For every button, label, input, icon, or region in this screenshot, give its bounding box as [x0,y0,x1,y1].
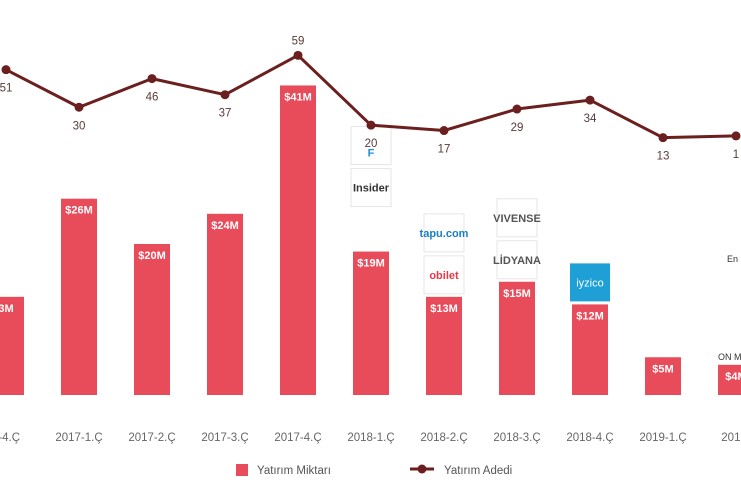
bar-value-label: $12M [576,310,604,322]
line-point-label: 20 [365,138,378,150]
legend-swatch-bar [236,464,248,476]
logo-text: VIVENSE [493,213,541,225]
x-tick-label: 2018-1.Ç [347,432,394,444]
line-point-label: 59 [292,35,305,47]
line-point-label: 13 [657,151,670,163]
logo-card [350,168,392,208]
line-point [731,131,741,141]
x-tick-label: 2017-1.Ç [55,432,102,444]
logo-text: LİDYANA [493,254,541,267]
logo-card [350,126,392,166]
bar-value-label: $20M [138,250,166,262]
lidyana-logo: LİDYANA [493,240,541,280]
line-point [366,120,376,130]
bar [0,296,24,395]
vivense-logo: VIVENSE [493,198,541,238]
line-point [220,90,230,100]
line-point [293,50,303,60]
bar-series: 3M $26M $20M $24M $41M $19M $13M $15M $12M $5M $4M [0,85,741,395]
line-point [439,126,449,136]
obilet-logo: obilet [423,255,465,295]
line-point [1,65,11,75]
bar-value-label: $19M [357,258,385,270]
x-tick-label: 2019- [721,432,741,444]
x-tick-label: 2019-1.Ç [639,432,686,444]
bar [207,213,243,395]
legend-label-line: Yatırım Adedi [444,465,512,477]
line-point-label: 34 [584,113,597,125]
tapu-logo: tapu.com [420,213,469,253]
logo-card [570,263,610,302]
logo-card [423,213,465,253]
bar-value-label: $5M [652,363,673,375]
side-text-bottom: ON MA [718,352,741,362]
logo-card [423,255,465,295]
logo-card [496,198,538,238]
x-tick-label: 2017-4.Ç [274,432,321,444]
line-point [585,95,595,105]
line-point-label: 51 [0,83,12,95]
line-point [147,74,157,84]
right-edge-content: En ON MA [718,254,741,362]
bar-value-label: $41M [284,91,312,103]
legend-swatch-marker [417,464,427,474]
x-tick-label: 2018-4.Ç [566,432,613,444]
side-text-top: En [727,254,738,264]
bar [134,244,170,395]
x-tick-label: 2018-2.Ç [420,432,467,444]
bar [718,364,741,395]
bar [499,281,535,395]
line-point-label: 30 [73,120,86,132]
line-point-label: 46 [146,92,159,104]
line-point-label: 1 [733,149,739,161]
logo-text: tapu.com [420,228,469,240]
insider-logo: Insider [350,168,392,208]
bar [353,251,389,395]
logo-text: iyzico [576,277,604,289]
bar-value-label: $4M [725,371,741,383]
bar [572,304,608,395]
bar-value-label: 3M [0,303,14,315]
legend-label-bar: Yatırım Miktarı [257,465,331,477]
bar-value-label: $24M [211,220,239,232]
bar [645,357,681,395]
logo-text: F [368,148,375,160]
bar-value-label: $13M [430,303,458,315]
bar [280,85,316,395]
f-logo-icon: F [350,126,392,166]
company-logos: F Insider tapu.com obilet VIVENSE LİDYANA iyzi… [350,126,610,302]
iyzico-logo: iyzico [570,263,610,302]
x-tick-label: 2017-3.Ç [201,432,248,444]
line-point-label: 17 [438,144,451,156]
line-point [512,104,522,114]
x-tick-label: 2017-2.Ç [128,432,175,444]
bar-value-label: $15M [503,288,531,300]
bar-value-label: $26M [65,205,93,217]
line-point-label: 29 [511,122,524,134]
line-point [74,102,84,112]
line-point [658,133,668,143]
x-axis: 6-4.Ç 2017-1.Ç 2017-2.Ç 2017-3.Ç 2017-4.Ç 201… [0,432,741,444]
logo-text: obilet [429,270,459,282]
legend: Yatırım Miktarı Yatırım Adedi [236,464,512,477]
logo-text: Insider [353,183,390,195]
bar [426,296,462,395]
line-point-label: 37 [219,108,232,120]
line-series: 51 30 46 37 59 20 17 29 34 13 1 [0,35,741,163]
logo-card [496,240,538,280]
x-tick-label: 2018-3.Ç [493,432,540,444]
bar [61,198,97,395]
x-tick-label: 6-4.Ç [0,432,20,444]
